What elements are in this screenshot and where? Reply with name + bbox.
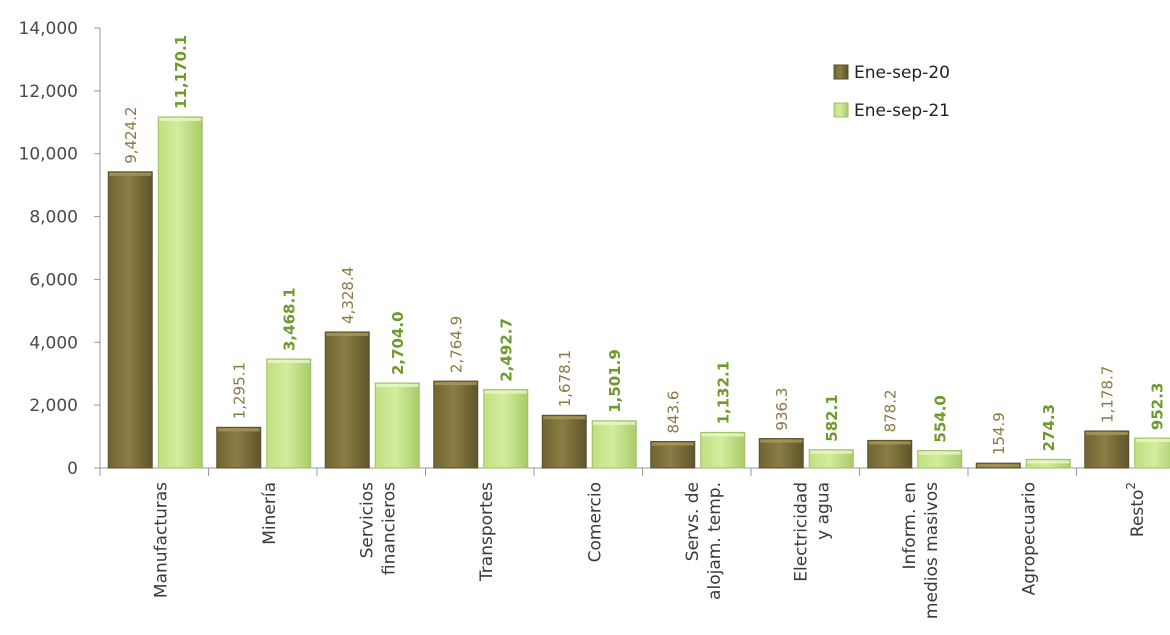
bar-ene-sep-21-7 (917, 450, 963, 469)
value-label-ene-sep-20-6: 936.3 (773, 388, 791, 431)
bar-highlight (109, 172, 152, 176)
value-label-ene-sep-21-9: 952.3 (1149, 383, 1167, 430)
bar-highlight (326, 332, 369, 336)
value-label-ene-sep-20-0: 9,424.2 (122, 107, 140, 164)
x-axis (99, 467, 1170, 476)
bar-highlight (543, 416, 586, 420)
bar-ene-sep-20-4 (541, 414, 587, 469)
category-label-7: Inform. en (900, 482, 920, 569)
bar-highlight (593, 421, 636, 425)
value-label-ene-sep-20-5: 843.6 (665, 391, 683, 434)
value-label-ene-sep-20-9: 1,178.7 (1099, 366, 1117, 423)
bar-highlight (217, 428, 260, 432)
value-label-ene-sep-20-3: 2,764.9 (448, 316, 466, 373)
category-label-1: Minería (260, 482, 280, 545)
bar-ene-sep-21-2 (374, 382, 420, 469)
category-label-0: Manufacturas (151, 482, 171, 598)
bar-highlight (159, 117, 202, 121)
value-label-ene-sep-21-6: 582.1 (823, 394, 841, 441)
bar-ene-sep-20-2 (324, 331, 370, 469)
bar-ene-sep-21-0 (157, 116, 203, 469)
bar-ene-sep-21-9 (1134, 437, 1170, 469)
value-label-ene-sep-21-7: 554.0 (932, 395, 950, 442)
value-label-ene-sep-20-1: 1,295.1 (231, 362, 249, 419)
y-tick-label: 0 (67, 459, 78, 479)
bar-ene-sep-20-3 (433, 380, 479, 469)
category-label-6: Electricidad (791, 482, 811, 582)
resto-superscript: 2 (1124, 482, 1138, 490)
value-label-ene-sep-21-1: 3,468.1 (281, 287, 299, 351)
bar-highlight (868, 441, 911, 445)
category-label-5: Servs. de (683, 482, 703, 561)
value-label-ene-sep-21-5: 1,132.1 (715, 361, 733, 425)
value-label-ene-sep-21-8: 274.3 (1040, 404, 1058, 451)
category-label-7: medios masivos (922, 482, 942, 619)
category-labels: Manufacturas Minería Servicios financieros T… (151, 482, 1148, 619)
legend-label-ene-sep-20: Ene-sep-20 (854, 63, 950, 83)
bar-highlight (1027, 460, 1070, 464)
bar-ene-sep-20-7 (867, 439, 913, 469)
bar-ene-sep-21-8 (1025, 458, 1071, 469)
legend-label-ene-sep-21: Ene-sep-21 (854, 101, 950, 121)
category-label-2: Servicios (357, 482, 377, 558)
value-labels: 9,424.2 11,170.1 1,295.1 3,468.1 4,328.4 2,70… (122, 35, 1167, 455)
value-label-ene-sep-21-0: 11,170.1 (172, 35, 190, 109)
y-tick-label: 6,000 (29, 270, 78, 290)
category-label-5: alojam. temp. (705, 482, 725, 600)
category-label-3: Transportes (477, 482, 497, 582)
value-label-ene-sep-20-2: 4,328.4 (339, 267, 357, 324)
bar-ene-sep-21-5 (700, 431, 746, 469)
bar-ene-sep-21-1 (266, 358, 312, 469)
category-label-9: Resto2 (1124, 482, 1148, 537)
bar-highlight (701, 433, 744, 437)
value-label-ene-sep-21-2: 2,704.0 (389, 311, 407, 375)
legend-swatch-ene-sep-20 (833, 64, 849, 80)
bar-ene-sep-20-6 (758, 438, 804, 469)
bar-highlight (267, 360, 310, 364)
bar-highlight (484, 390, 527, 394)
y-tick-label: 2,000 (29, 396, 78, 416)
value-label-ene-sep-20-7: 878.2 (882, 389, 900, 432)
y-axis: 0 2,000 4,000 6,000 8,000 10,000 12,000 14,000 (19, 19, 101, 479)
category-label-2: financieros (379, 482, 399, 575)
bar-highlight (918, 451, 961, 455)
value-label-ene-sep-21-3: 2,492.7 (498, 318, 516, 382)
bar-highlight (376, 384, 419, 388)
legend-swatch-ene-sep-21 (833, 102, 849, 118)
y-tick-label: 4,000 (29, 333, 78, 353)
value-label-ene-sep-20-4: 1,678.1 (556, 350, 574, 407)
category-label-6: y agua (813, 482, 833, 540)
bar-highlight (977, 464, 1020, 468)
bar-ene-sep-20-5 (650, 440, 696, 469)
category-label-8: Agropecuario (1019, 482, 1039, 595)
bar-highlight (651, 442, 694, 446)
y-tick-label: 12,000 (19, 82, 78, 102)
bar-ene-sep-20-9 (1084, 430, 1130, 469)
bar-ene-sep-21-4 (591, 420, 637, 469)
y-tick-label: 14,000 (19, 19, 78, 39)
bar-highlight (760, 439, 803, 443)
bars (107, 116, 1170, 469)
bar-highlight (810, 450, 853, 454)
bar-ene-sep-21-3 (483, 389, 529, 469)
bar-highlight (1135, 439, 1170, 443)
y-tick-label: 10,000 (19, 145, 78, 165)
value-label-ene-sep-21-4: 1,501.9 (606, 349, 624, 413)
bar-highlight (434, 382, 477, 386)
y-tick-label: 8,000 (29, 208, 78, 228)
bar-highlight (1085, 431, 1128, 435)
bar-ene-sep-21-6 (808, 449, 854, 469)
bar-ene-sep-20-0 (107, 171, 153, 469)
value-label-ene-sep-20-8: 154.9 (990, 412, 1008, 455)
category-label-4: Comercio (585, 482, 605, 562)
bar-ene-sep-20-1 (216, 426, 262, 469)
legend: Ene-sep-20 Ene-sep-21 (833, 63, 950, 121)
